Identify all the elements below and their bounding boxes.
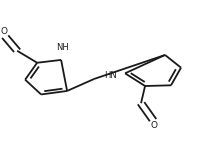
Text: HN: HN	[104, 71, 116, 80]
Text: O: O	[1, 27, 8, 36]
Text: O: O	[150, 121, 157, 130]
Text: NH: NH	[55, 43, 68, 52]
